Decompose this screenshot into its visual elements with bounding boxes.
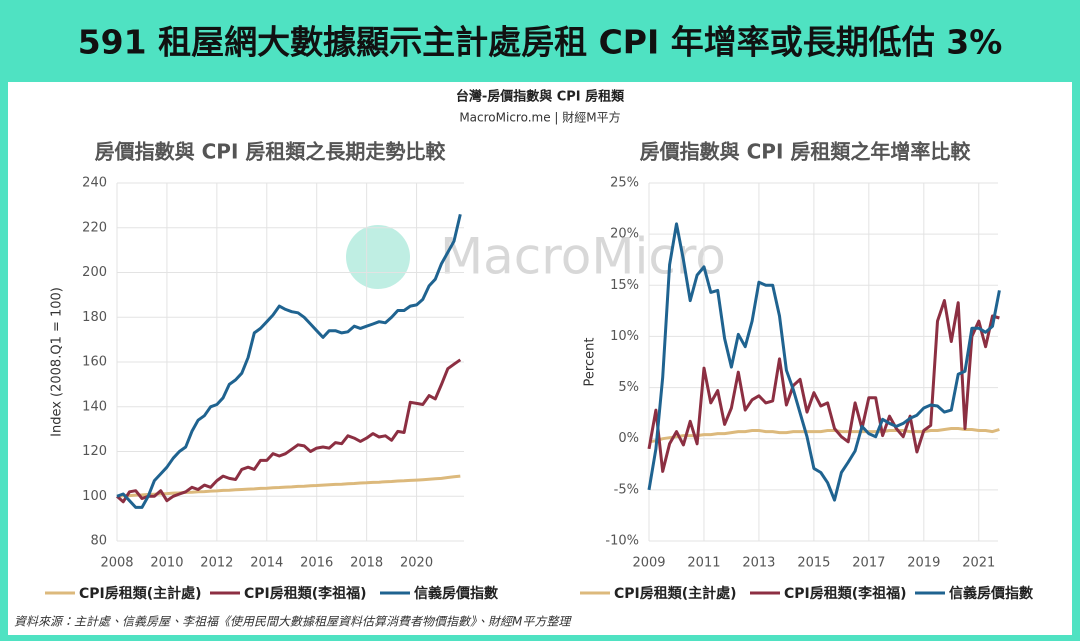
x-tick-label: 2011 xyxy=(687,556,720,571)
y-tick-label: 160 xyxy=(82,355,107,370)
y-tick-label: 25% xyxy=(610,176,639,191)
series-line xyxy=(647,222,1001,502)
legend-label: CPI房租類(李祖福) xyxy=(244,585,367,602)
y-axis-label: Percent xyxy=(583,338,598,387)
x-tick-label: 2020 xyxy=(400,556,433,571)
legend-label: CPI房租類(主計處) xyxy=(79,585,202,602)
watermark-logo xyxy=(346,225,410,289)
y-tick-label: -10% xyxy=(605,534,639,549)
series-line xyxy=(116,213,462,509)
y-tick-label: 15% xyxy=(610,278,639,293)
legend-label: CPI房租類(主計處) xyxy=(614,585,737,602)
y-tick-label: 220 xyxy=(82,220,107,235)
x-tick-label: 2013 xyxy=(742,556,775,571)
y-tick-label: 200 xyxy=(82,265,107,280)
y-tick-label: 240 xyxy=(82,176,107,191)
x-tick-label: 2009 xyxy=(632,556,665,571)
x-tick-label: 2021 xyxy=(962,556,995,571)
panel-title: 台灣-房價指數與 CPI 房租類 xyxy=(456,89,624,105)
x-tick-label: 2008 xyxy=(100,556,133,571)
series-line xyxy=(116,358,462,504)
panel xyxy=(8,82,1072,635)
y-tick-label: 120 xyxy=(82,444,107,459)
y-tick-label: 10% xyxy=(610,329,639,344)
y-tick-label: 20% xyxy=(610,227,639,242)
series-line xyxy=(648,427,1000,444)
x-tick-label: 2019 xyxy=(907,556,940,571)
legend-label: 信義房價指數 xyxy=(949,585,1034,602)
y-tick-label: 80 xyxy=(90,534,107,549)
page-title: 591 租屋網大數據顯示主計處房租 CPI 年增率或長期低估 3% xyxy=(78,23,1003,62)
y-tick-label: 140 xyxy=(82,399,107,414)
x-tick-label: 2018 xyxy=(350,556,383,571)
panel-source: MacroMicro.me | 財經M平方 xyxy=(459,110,620,125)
chart-title: 房價指數與 CPI 房租類之年增率比較 xyxy=(640,140,972,164)
y-tick-label: 180 xyxy=(82,310,107,325)
series-line xyxy=(647,299,1000,473)
y-tick-label: 5% xyxy=(618,380,639,395)
y-axis-label: Index (2008.Q1 = 100) xyxy=(50,287,65,437)
legend-label: 信義房價指數 xyxy=(414,585,499,602)
y-tick-label: 0% xyxy=(618,431,639,446)
legend-label: CPI房租類(李祖福) xyxy=(784,585,907,602)
y-tick-label: -5% xyxy=(614,482,639,497)
x-tick-label: 2016 xyxy=(300,556,333,571)
footer: 資料來源：主計處、信義房屋、李祖福《使用民間大數據租屋資料估算消費者物價指數》、… xyxy=(14,615,572,629)
chart-title: 房價指數與 CPI 房租類之長期走勢比較 xyxy=(95,140,447,164)
x-tick-label: 2017 xyxy=(852,556,885,571)
x-tick-label: 2010 xyxy=(150,556,183,571)
y-tick-label: 100 xyxy=(82,489,107,504)
series-line xyxy=(116,474,461,498)
x-tick-label: 2012 xyxy=(200,556,233,571)
x-tick-label: 2014 xyxy=(250,556,283,571)
x-tick-label: 2015 xyxy=(797,556,830,571)
